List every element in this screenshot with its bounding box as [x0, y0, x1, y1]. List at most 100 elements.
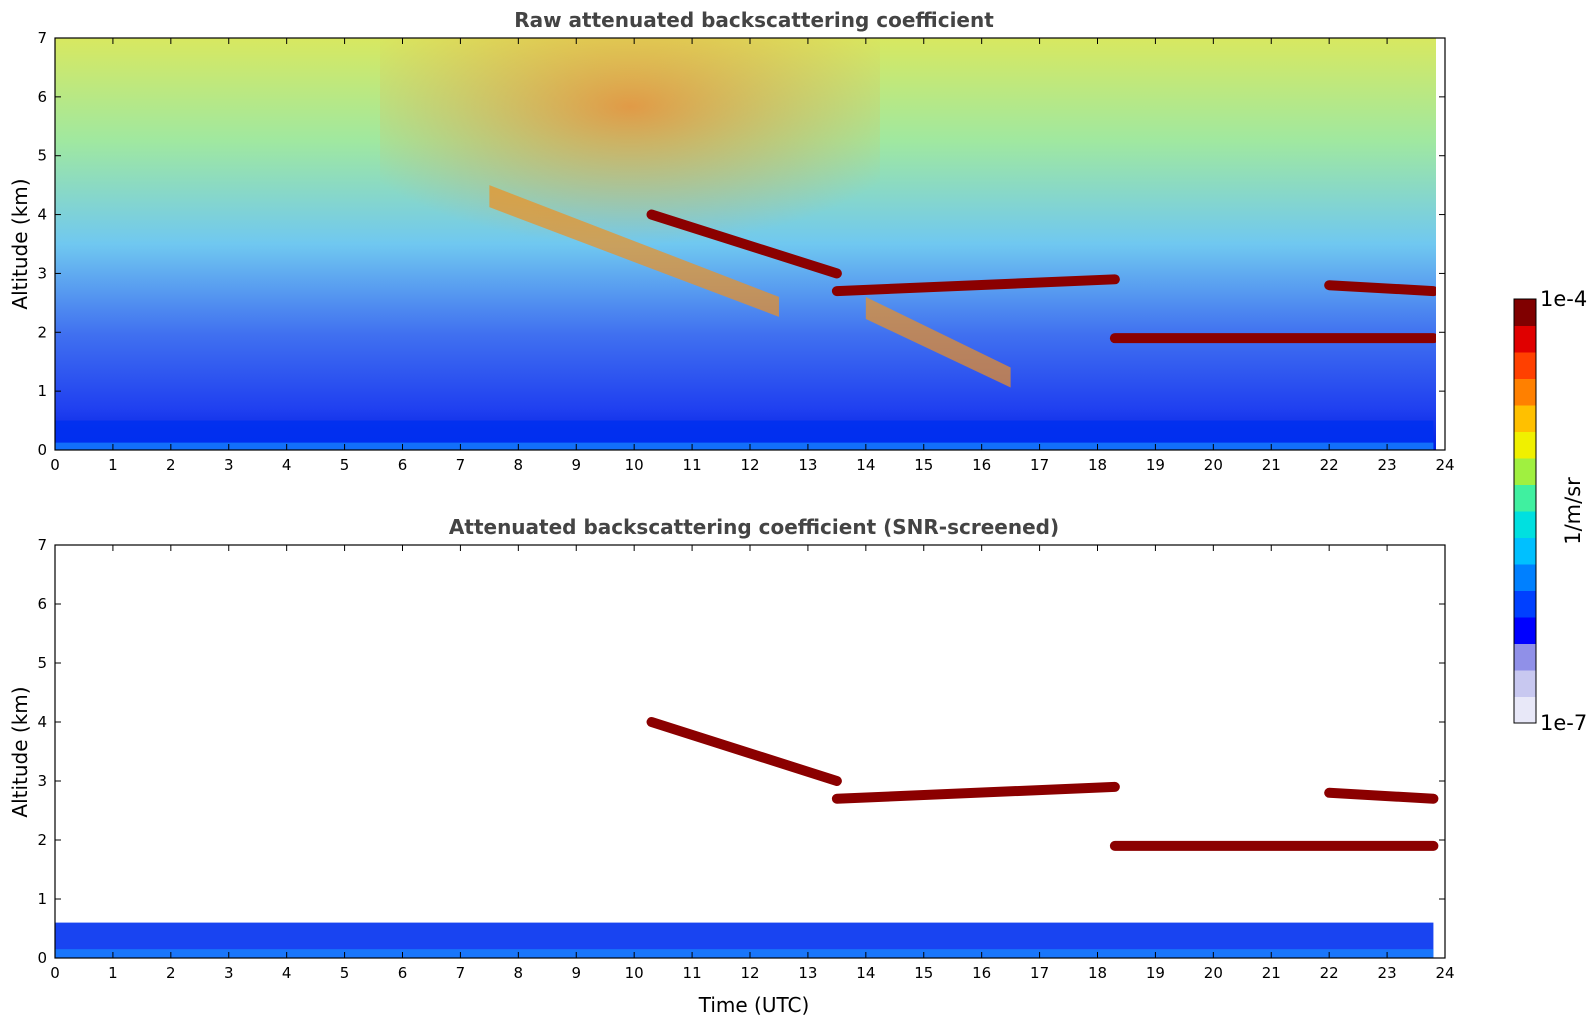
screened-heatmap: [55, 545, 1445, 958]
screened-y-tick-label: 4: [37, 713, 47, 731]
screened-x-tick-label: 8: [514, 964, 524, 982]
colorbar-max-label: 1e-4: [1540, 287, 1587, 311]
screened-y-tick-label: 7: [37, 536, 47, 554]
colorbar-swatches: [1514, 299, 1536, 724]
raw-x-tick-label: 24: [1435, 456, 1454, 474]
raw-x-tick-label: 0: [50, 456, 60, 474]
screened-x-tick-label: 21: [1262, 964, 1281, 982]
raw-x-tick-label: 18: [1088, 456, 1107, 474]
screened-features: [55, 717, 1439, 958]
screened-y-tick-label: 6: [37, 595, 47, 613]
colorbar-swatch: [1514, 696, 1536, 724]
raw-feature-cloud-layer: [831, 274, 1120, 297]
raw-y-tick-label: 7: [37, 29, 47, 47]
screened-y-tick-label: 5: [37, 654, 47, 672]
screened-x-tick-label: 7: [456, 964, 466, 982]
screened-x-tick-label: 16: [972, 964, 991, 982]
raw-feature-boundary-layer-base: [55, 442, 1434, 450]
raw-x-tick-label: 4: [282, 456, 292, 474]
screened-x-tick-label: 1: [108, 964, 118, 982]
colorbar-swatch: [1514, 511, 1536, 538]
colorbar-frame: [1513, 298, 1537, 724]
screened-x-tick-label: 9: [571, 964, 581, 982]
colorbar-swatch: [1514, 590, 1536, 618]
raw-x-tick-label: 5: [340, 456, 350, 474]
colorbar-swatch: [1514, 670, 1536, 697]
screened-y-tick-label: 1: [37, 890, 47, 908]
screened-y-tick-label: 2: [37, 831, 47, 849]
raw-x-tick-label: 21: [1262, 456, 1281, 474]
raw-feature-virga: [489, 185, 779, 317]
screened-panel-title: Attenuated backscattering coefficient (S…: [449, 515, 1059, 539]
raw-x-tick-label: 13: [798, 456, 817, 474]
screened-y-tick-label: 0: [37, 949, 47, 967]
colorbar-swatch: [1514, 458, 1536, 485]
raw-data-end-gap: [1436, 38, 1445, 450]
screened-ylabel: Altitude (km): [8, 686, 32, 817]
colorbar-min-label: 1e-7: [1540, 711, 1587, 735]
raw-y-tick-label: 5: [37, 147, 47, 165]
raw-x-tick-label: 17: [1030, 456, 1049, 474]
raw-y-tick-label: 6: [37, 88, 47, 106]
screened-x-tick-label: 13: [798, 964, 817, 982]
raw-feature-cloud-layer: [646, 209, 842, 279]
raw-ylabel: Altitude (km): [8, 178, 32, 309]
screened-x-tick-label: 0: [50, 964, 60, 982]
raw-y-tick-label: 0: [37, 441, 47, 459]
screened-panel: Attenuated backscattering coefficient (S…: [8, 515, 1455, 1017]
screened-x-tick-label: 12: [740, 964, 759, 982]
raw-x-tick-label: 19: [1146, 456, 1165, 474]
screened-x-tick-label: 24: [1435, 964, 1454, 982]
colorbar-swatch: [1514, 405, 1536, 432]
raw-panel-title: Raw attenuated backscattering coefficien…: [514, 8, 994, 32]
raw-x-tick-label: 14: [856, 456, 875, 474]
screened-x-tick-label: 19: [1146, 964, 1165, 982]
raw-warm-region: [380, 38, 880, 268]
screened-x-tick-label: 5: [340, 964, 350, 982]
screened-x-tick-label: 10: [625, 964, 644, 982]
screened-x-tick-label: 6: [398, 964, 408, 982]
raw-x-tick-label: 23: [1378, 456, 1397, 474]
screened-x-tick-label: 2: [166, 964, 176, 982]
raw-y-tick-label: 4: [37, 206, 47, 224]
colorbar-swatch: [1514, 325, 1536, 353]
raw-x-tick-label: 10: [625, 456, 644, 474]
screened-axes: 0 1 2 3 4 5 6 7 8 9 10 11 12 13 14 15 16 17 18 19 20 21 22 23 24…: [37, 536, 1454, 982]
colorbar-swatch: [1514, 431, 1536, 459]
screened-x-tick-label: 15: [914, 964, 933, 982]
colorbar-swatch: [1514, 484, 1536, 512]
screened-x-tick-label: 22: [1320, 964, 1339, 982]
screened-x-tick-label: 23: [1378, 964, 1397, 982]
screened-x-tick-label: 11: [683, 964, 702, 982]
raw-x-tick-label: 6: [398, 456, 408, 474]
screened-x-tick-label: 14: [856, 964, 875, 982]
raw-features: [55, 185, 1439, 450]
screened-x-tick-label: 4: [282, 964, 292, 982]
raw-x-tick-label: 1: [108, 456, 118, 474]
colorbar-swatch: [1514, 378, 1536, 406]
screened-x-tick-label: 17: [1030, 964, 1049, 982]
raw-x-tick-label: 3: [224, 456, 234, 474]
screened-feature-boundary-layer-base: [55, 949, 1434, 958]
colorbar-swatch: [1514, 564, 1536, 591]
screened-feature-cloud-layer: [831, 781, 1120, 804]
raw-x-tick-label: 16: [972, 456, 991, 474]
raw-y-tick-label: 2: [37, 323, 47, 341]
raw-panel: Raw attenuated backscattering coefficien…: [8, 8, 1455, 474]
raw-x-tick-label: 2: [166, 456, 176, 474]
screened-xlabel: Time (UTC): [698, 993, 810, 1017]
raw-x-tick-label: 20: [1204, 456, 1223, 474]
raw-x-tick-label: 7: [456, 456, 466, 474]
raw-y-tick-label: 3: [37, 264, 47, 282]
colorbar: 1e-4 1e-7 1/m/sr: [1513, 287, 1587, 735]
raw-feature-virga: [865, 296, 1011, 388]
raw-x-tick-label: 12: [740, 456, 759, 474]
raw-heatmap: [55, 38, 1445, 450]
raw-feature-cloud-layer: [1324, 280, 1439, 297]
raw-x-tick-label: 11: [683, 456, 702, 474]
raw-x-tick-label: 15: [914, 456, 933, 474]
raw-x-tick-label: 22: [1320, 456, 1339, 474]
screened-x-tick-label: 18: [1088, 964, 1107, 982]
colorbar-swatch: [1514, 537, 1536, 565]
screened-x-tick-label: 3: [224, 964, 234, 982]
